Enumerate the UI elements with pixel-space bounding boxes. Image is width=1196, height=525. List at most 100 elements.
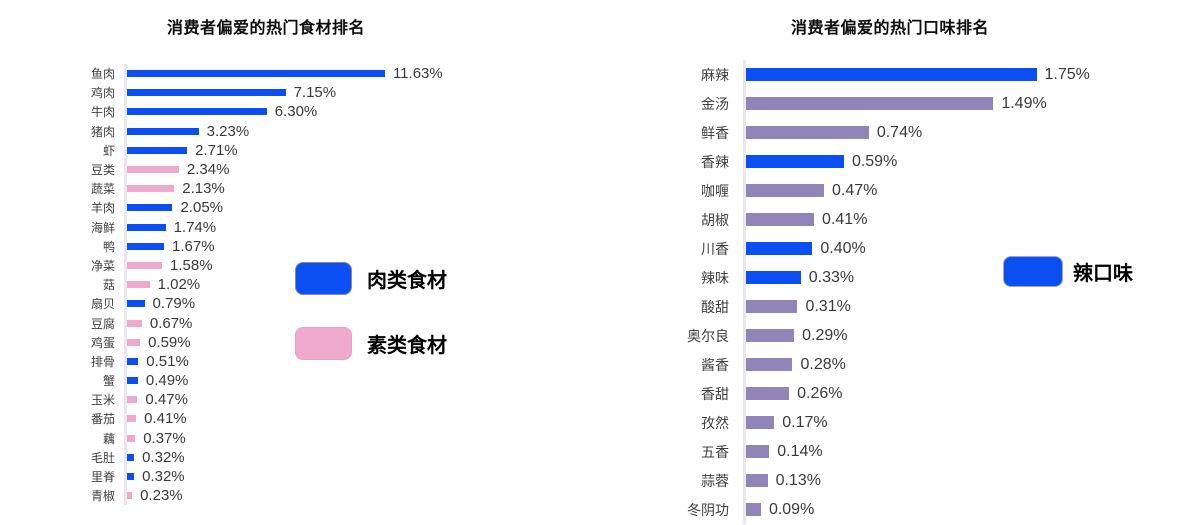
category-label: 里脊 [90,470,115,485]
category-label: 金汤 [701,95,729,112]
category-label: 麻辣 [701,66,729,83]
category-label: 羊肉 [90,201,115,216]
bar [127,108,267,116]
bar [127,89,286,97]
bar [127,434,136,442]
legend-swatch [295,262,352,295]
category-label: 毛肚 [90,450,115,465]
bar [746,503,761,516]
bar [127,338,141,346]
bar [127,319,142,327]
bar [746,271,801,284]
bar-track: 2.13% [124,179,595,199]
bar-track: 0.40% [743,234,1196,263]
bar-row: 酸甜 0.31% [640,292,1196,321]
bar-track: 0.41% [124,409,595,429]
bar-row: 排骨 0.51% [10,351,595,371]
value-label: 0.51% [146,352,189,370]
bar-row: 藕 0.37% [10,428,595,448]
category-label: 牛肉 [90,105,115,120]
bar-track: 1.75% [743,60,1196,89]
bar [127,204,173,212]
bar-row: 孜然 0.17% [640,408,1196,437]
bar-row: 川香 0.40% [640,234,1196,263]
chart-title-ingredients: 消费者偏爱的热门食材排名 [166,20,365,37]
bar-track: 0.51% [124,351,595,371]
legend-swatch [1003,256,1063,287]
category-label: 鲜香 [701,124,729,141]
bar-row: 虾 2.71% [10,140,595,160]
value-label: 0.37% [143,429,186,447]
value-label: 0.41% [144,410,187,428]
category-label: 冬阴功 [687,501,729,518]
value-label: 0.32% [142,448,185,466]
bar [127,281,150,289]
value-label: 1.74% [173,218,217,236]
category-label: 鸭 [102,239,115,254]
category-label: 香甜 [701,385,729,402]
bar-row: 净菜 1.58% [10,255,595,276]
category-label: 净菜 [90,258,115,273]
bar-track: 11.63% [124,64,595,84]
bar-row: 鸡蛋 0.59% [10,332,595,352]
bar [127,453,135,461]
bar [746,68,1037,81]
category-label: 猪肉 [90,124,115,139]
bar-row: 冬阴功 0.09% [640,495,1196,524]
legend-swatch [295,327,352,360]
value-label: 0.23% [140,487,183,505]
category-label: 虾 [102,143,115,158]
bar-track: 3.23% [124,121,595,141]
bar [746,387,790,400]
bar-track: 1.02% [124,275,595,295]
bar [746,358,793,371]
category-label: 玉米 [90,393,115,408]
value-label: 1.02% [157,276,201,294]
bar-track: 2.34% [124,159,595,180]
value-label: 0.17% [782,413,828,431]
category-label: 扇贝 [90,297,115,312]
bar [746,300,798,313]
bar-row: 麻辣 1.75% [640,60,1196,89]
category-label: 青椒 [90,489,115,504]
value-label: 0.09% [768,500,815,518]
bar-row: 胡椒 0.41% [640,205,1196,234]
legend-item: 素类食材 [295,327,447,360]
bar-row: 扇贝 0.79% [10,294,595,314]
bar [127,146,188,154]
category-label: 菇 [102,278,115,293]
bar-track: 0.28% [743,350,1196,379]
value-label: 3.23% [206,122,250,140]
legend-label: 肉类食材 [367,270,447,292]
bar [127,185,175,193]
bar-row: 酱香 0.28% [640,350,1196,379]
category-label: 鸡肉 [90,86,115,101]
bar-row: 羊肉 2.05% [10,198,595,218]
value-label: 0.41% [822,210,868,228]
bar-row: 奥尔良 0.29% [640,321,1196,350]
value-label: 2.13% [182,180,225,198]
value-label: 0.67% [149,314,193,332]
value-label: 0.74% [876,123,923,141]
value-label: 0.14% [777,442,823,460]
bar [746,97,994,110]
bar [746,213,815,226]
bar-row: 蔬菜 2.13% [10,179,595,199]
bar-track: 0.47% [124,390,595,410]
value-label: 1.67% [172,237,215,255]
bar-track: 0.17% [743,408,1196,437]
bar-track: 0.23% [124,486,595,506]
bar-track: 7.15% [124,83,595,103]
category-label: 咖喱 [701,182,729,199]
value-label: 2.71% [195,141,238,159]
bar-track: 0.29% [743,321,1196,350]
bar-track: 0.47% [743,176,1196,205]
bar-track: 0.13% [743,466,1196,495]
bar-row: 辣味 0.33% [640,263,1196,292]
bar [746,242,813,255]
bar [746,184,825,197]
bar-track: 0.26% [743,379,1196,408]
bar-row: 蒜蓉 0.13% [640,466,1196,495]
bar-row: 香辣 0.59% [640,147,1196,176]
bar-track: 1.67% [124,236,595,256]
